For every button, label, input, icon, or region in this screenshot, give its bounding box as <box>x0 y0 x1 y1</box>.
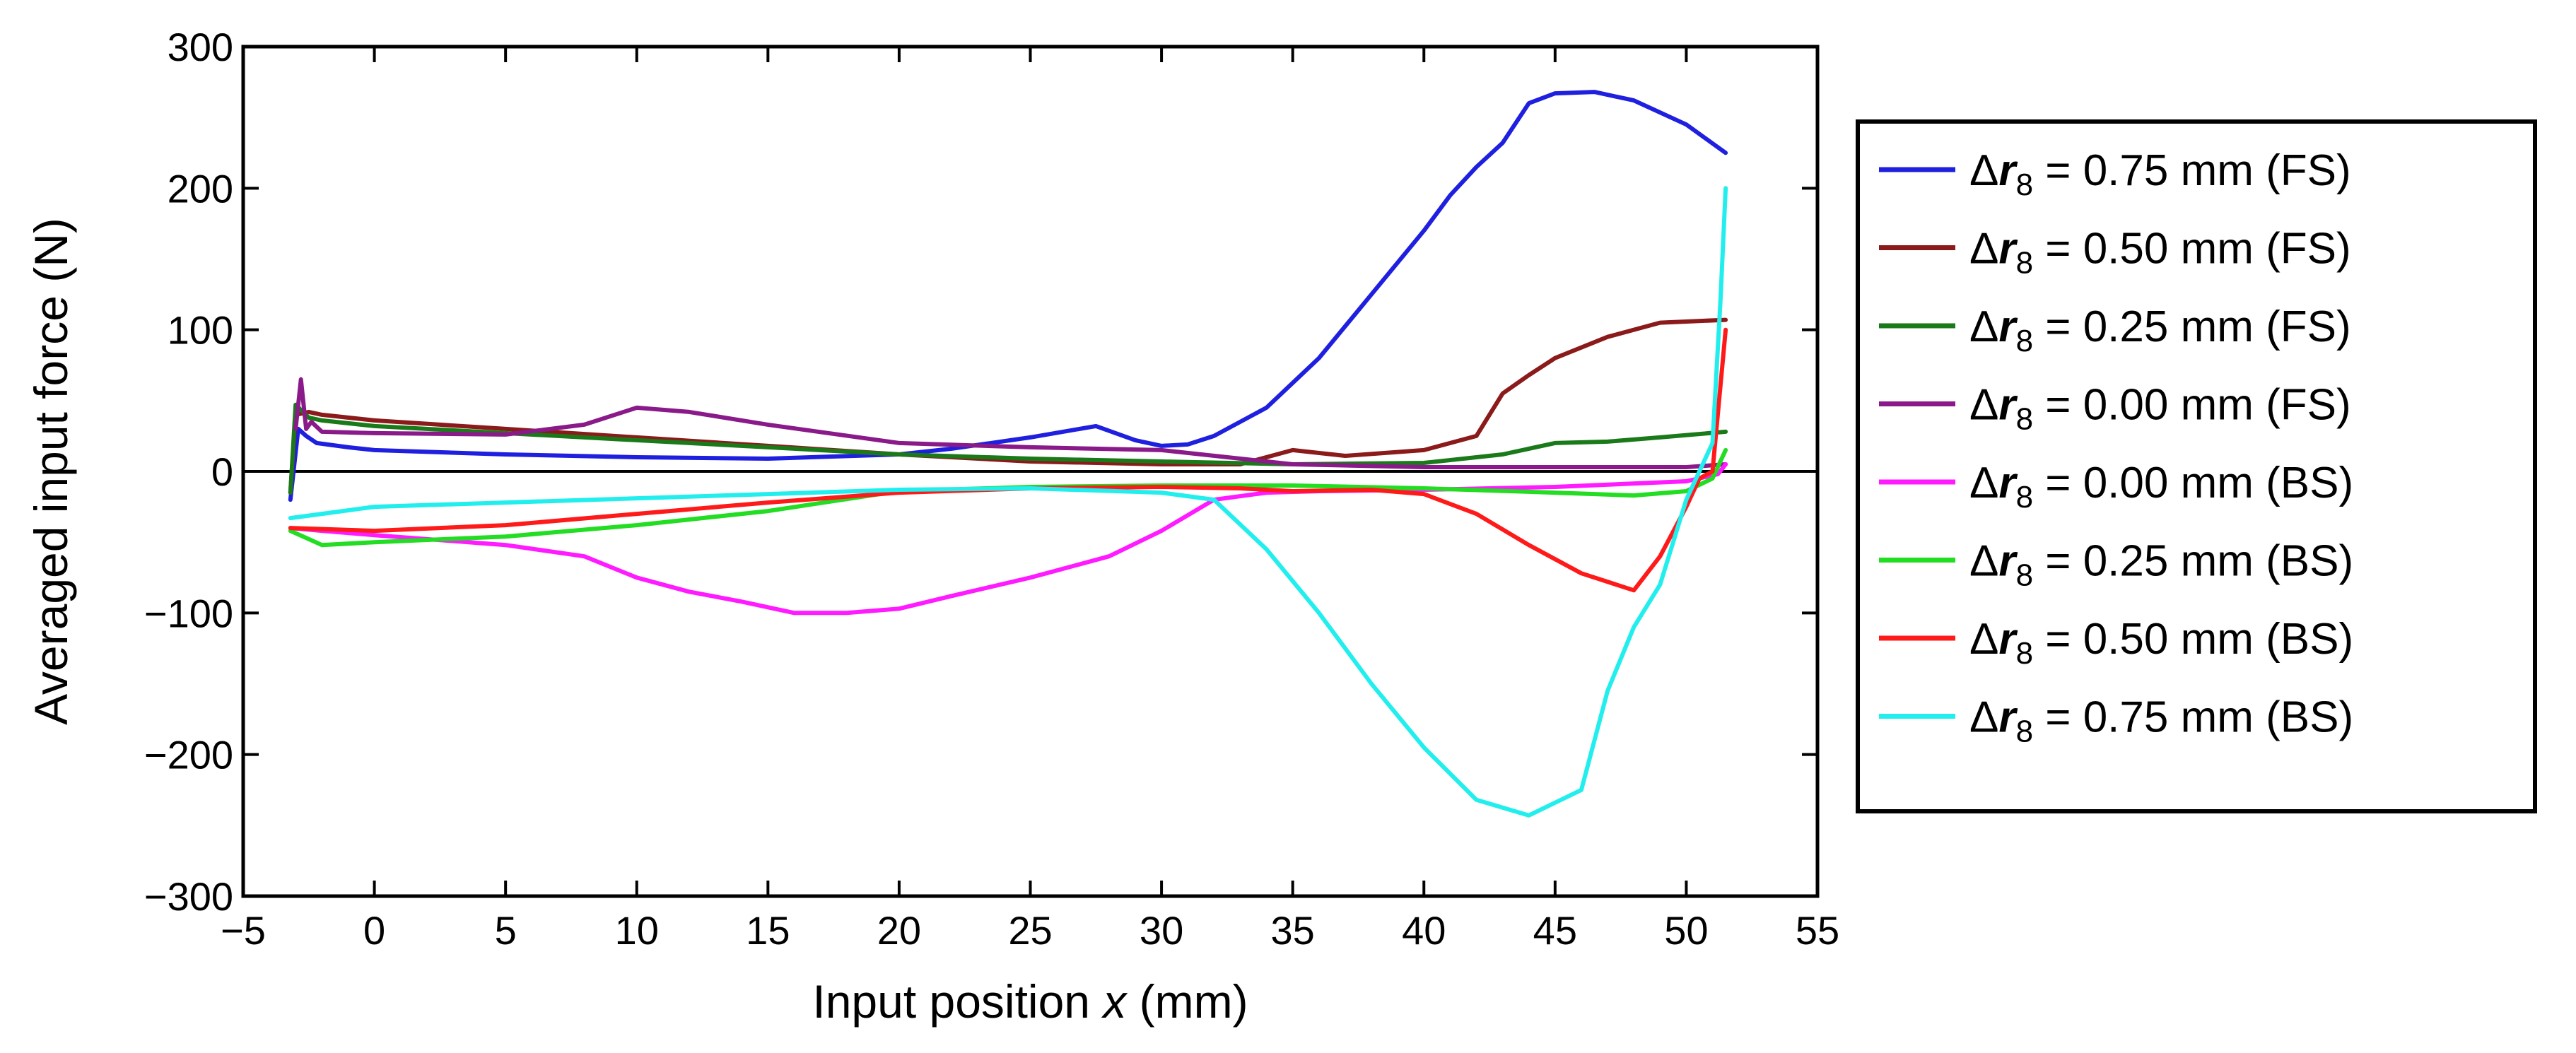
x-tick-label: −5 <box>221 908 266 953</box>
x-tick-label: 40 <box>1402 908 1446 953</box>
legend-label: Δr8 = 0.75 mm (BS) <box>1969 693 2353 749</box>
x-axis-label: Input position x (mm) <box>812 975 1248 1028</box>
x-axis-label-text: Input position <box>812 975 1103 1028</box>
series-line-3 <box>288 402 1728 495</box>
x-tick-label: 30 <box>1140 908 1183 953</box>
legend-label: Δr8 = 0.50 mm (FS) <box>1969 225 2351 281</box>
x-tick-label: 0 <box>363 908 385 953</box>
legend-label: Δr8 = 0.00 mm (BS) <box>1969 459 2353 514</box>
x-tick-label: 5 <box>495 908 517 953</box>
series-line-4 <box>293 377 1728 469</box>
y-axis-label: Averaged input force (N) <box>25 218 77 725</box>
y-tick-label: 100 <box>168 308 233 353</box>
legend-label: Δr8 = 0.25 mm (FS) <box>1969 302 2351 358</box>
x-tick-label: 20 <box>877 908 921 953</box>
x-tick-label: 10 <box>615 908 659 953</box>
legend-label: Δr8 = 0.00 mm (FS) <box>1969 381 2351 437</box>
legend-label: Δr8 = 0.25 mm (BS) <box>1969 537 2353 593</box>
y-tick-label: −200 <box>144 733 233 777</box>
y-tick-label: 300 <box>168 25 233 69</box>
y-tick-label: 200 <box>168 166 233 211</box>
series-line-8 <box>288 186 1728 818</box>
legend-box <box>1856 119 2537 813</box>
x-tick-label: 25 <box>1008 908 1052 953</box>
x-tick-label: 45 <box>1533 908 1577 953</box>
x-tick-label: 50 <box>1664 908 1708 953</box>
y-tick-label: −300 <box>144 874 233 919</box>
series-line-1 <box>288 90 1728 502</box>
legend-label: Δr8 = 0.75 mm (FS) <box>1969 146 2351 202</box>
series-layer <box>288 90 1728 818</box>
x-axis-label-unit: (mm) <box>1126 975 1248 1028</box>
legend: Δr8 = 0.75 mm (FS) Δr8 = 0.50 mm (FS) Δr8 … <box>1856 119 2537 813</box>
x-axis-label-var: x <box>1101 975 1128 1028</box>
x-tick-label: 15 <box>746 908 790 953</box>
y-tick-label: 0 <box>211 449 233 494</box>
x-axis-ticks: −5 0 5 10 15 20 25 30 35 40 45 50 55 <box>221 47 1839 953</box>
series-line-6 <box>288 447 1728 548</box>
legend-label: Δr8 = 0.50 mm (BS) <box>1969 615 2353 671</box>
y-axis-ticks: −300 −200 −100 0 100 200 300 <box>144 25 1817 919</box>
x-tick-label: 55 <box>1796 908 1839 953</box>
x-tick-label: 35 <box>1271 908 1315 953</box>
y-tick-label: −100 <box>144 591 233 635</box>
